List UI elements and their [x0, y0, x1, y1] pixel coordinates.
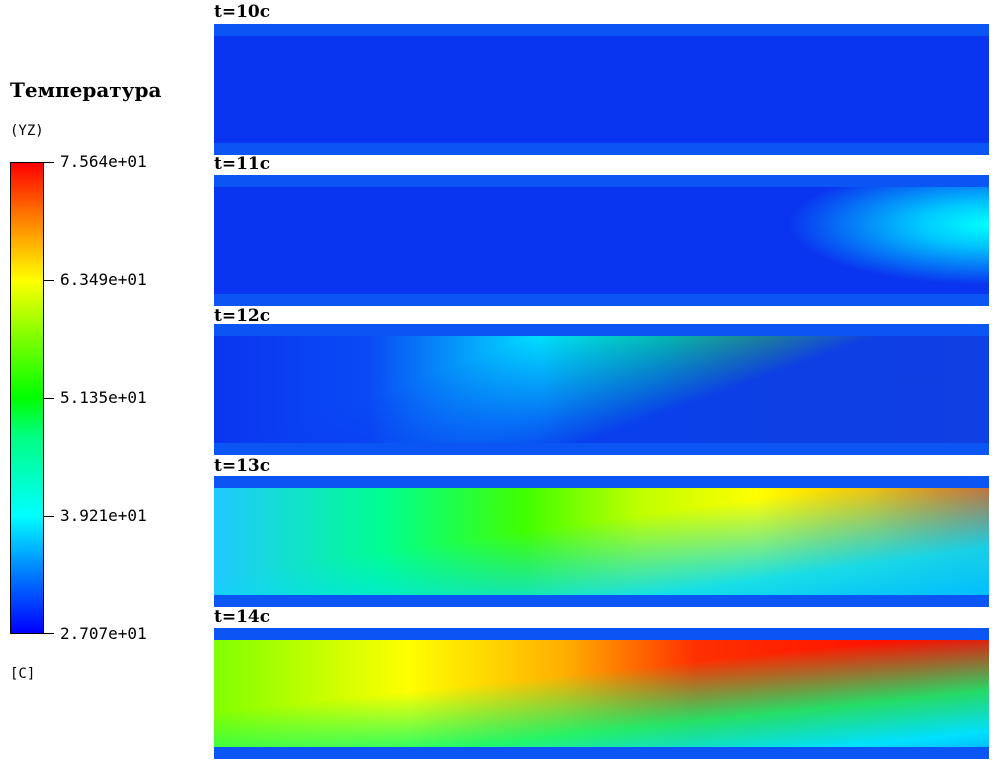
tick-label-min: 2.707e+01: [60, 624, 147, 643]
temperature-field-t14: [214, 628, 989, 759]
tick-label: 3.921e+01: [60, 506, 147, 525]
wall-stripe-bottom: [214, 294, 989, 306]
temperature-field-t12: [214, 324, 989, 455]
legend-title: Температура: [10, 78, 162, 102]
legend-unit: [C]: [10, 666, 36, 682]
panel-label-t10: t=10c: [214, 2, 271, 22]
color-scale-bar: [10, 162, 44, 634]
tick-mark: [44, 633, 54, 634]
tick-mark: [44, 398, 54, 399]
tick-mark: [44, 280, 54, 281]
panel-label-t12: t=12c: [214, 306, 271, 326]
wall-stripe-top: [214, 24, 989, 36]
tick-label: 5.135e+01: [60, 388, 147, 407]
field-core: [214, 640, 989, 747]
field-core: [214, 36, 989, 143]
wall-stripe-top: [214, 175, 989, 187]
wall-stripe-top: [214, 476, 989, 488]
legend-subtitle: (YZ): [10, 123, 44, 139]
wall-stripe-bottom: [214, 747, 989, 759]
panel-label-t13: t=13c: [214, 456, 271, 476]
wall-stripe-top: [214, 324, 989, 336]
tick-label: 6.349e+01: [60, 270, 147, 289]
field-core: [214, 488, 989, 595]
panel-label-t14: t=14c: [214, 607, 271, 627]
field-core: [214, 336, 989, 443]
wall-stripe-bottom: [214, 595, 989, 607]
wall-stripe-bottom: [214, 143, 989, 155]
wall-stripe-bottom: [214, 443, 989, 455]
tick-label-max: 7.564e+01: [60, 152, 147, 171]
temperature-field-t10: [214, 24, 989, 155]
field-core: [214, 187, 989, 294]
tick-mark: [44, 162, 54, 163]
tick-mark: [44, 516, 54, 517]
temperature-field-t11: [214, 175, 989, 306]
wall-stripe-top: [214, 628, 989, 640]
panel-label-t11: t=11c: [214, 154, 271, 174]
temperature-field-t13: [214, 476, 989, 607]
